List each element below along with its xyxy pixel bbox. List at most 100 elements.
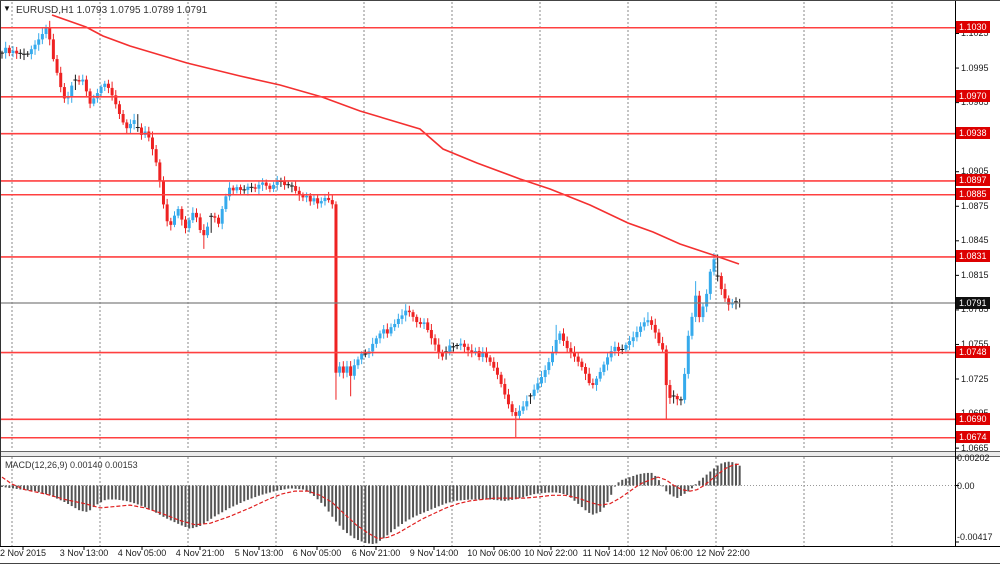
candle-body: [389, 327, 393, 334]
candle-body: [195, 212, 199, 218]
candle-body: [220, 209, 224, 224]
candle-body: [338, 366, 342, 373]
candle-body: [187, 220, 191, 229]
candle-body: [400, 315, 404, 319]
candle-body: [517, 410, 521, 416]
candle-body: [15, 50, 19, 54]
time-axis-label: 12 Nov 06:00: [639, 548, 693, 558]
trend-line: [51, 14, 740, 265]
candle-body: [690, 316, 694, 336]
candle-body: [407, 310, 411, 313]
candle-body: [139, 127, 143, 135]
candle-body: [132, 120, 136, 124]
symbol-dropdown-icon[interactable]: ▼: [3, 4, 11, 13]
candle-body: [253, 187, 257, 189]
candle-body: [576, 356, 580, 362]
candle-body: [503, 383, 507, 395]
candle-body: [598, 371, 602, 379]
candle-body: [176, 209, 180, 216]
candle-body: [92, 98, 96, 104]
candle-body: [459, 343, 463, 346]
candle-body: [228, 187, 232, 197]
time-axis-label: 6 Nov 21:00: [351, 548, 401, 558]
time-axis-label: 4 Nov 21:00: [175, 548, 225, 558]
candle-body: [584, 367, 588, 374]
price-tick-label: 1.0995: [961, 62, 989, 73]
candle-body: [154, 149, 158, 163]
macd-axis-label: -0.00417: [957, 532, 993, 542]
candle-body: [470, 350, 474, 354]
candle-body: [184, 219, 187, 229]
candle-body: [283, 181, 287, 186]
candle-body: [261, 182, 265, 185]
candle-body: [521, 406, 525, 411]
time-axis-label: 5 Nov 13:00: [234, 548, 284, 558]
candle-body: [99, 86, 103, 94]
candle-body: [128, 123, 132, 129]
candle-body: [349, 366, 353, 376]
candle-body: [404, 310, 408, 316]
macd-axis-label: 0.00: [957, 480, 975, 491]
candle-body: [246, 186, 250, 190]
candle-body: [371, 343, 375, 352]
time-axis-label: 10 Nov 22:00: [524, 548, 578, 558]
candle-body: [613, 346, 617, 352]
candle-body: [191, 212, 195, 221]
candle-body: [525, 401, 529, 407]
candle-body: [543, 370, 547, 378]
candle-body: [217, 217, 221, 224]
candle-body: [554, 339, 558, 352]
candle-body: [551, 351, 554, 363]
candle-body: [712, 259, 716, 272]
candle-body: [631, 337, 635, 342]
candle-body: [639, 326, 643, 332]
candle-body: [231, 187, 235, 191]
candle-body: [4, 47, 8, 54]
candle-body: [642, 322, 646, 327]
candle-body: [462, 343, 466, 347]
candle-body: [440, 353, 444, 357]
candle-body: [29, 49, 33, 55]
candle-body: [121, 113, 125, 123]
macd-axis-label: 0.00202: [957, 453, 990, 463]
sr-price-label: 1.0970: [956, 90, 990, 103]
candle-body: [686, 335, 690, 374]
candle-body: [356, 359, 360, 366]
candle-body: [624, 344, 628, 350]
candle-body: [198, 217, 202, 231]
candle-body: [635, 331, 639, 338]
candle-body: [705, 293, 709, 307]
price-tick-label: 1.0875: [961, 200, 989, 211]
candle-body: [312, 198, 316, 202]
candle-body: [657, 332, 661, 344]
candle-body: [683, 373, 687, 400]
candle-body: [301, 195, 305, 198]
candle-body: [433, 338, 437, 345]
sr-price-label: 1.0674: [956, 431, 990, 444]
time-axis-label: 12 Nov 22:00: [696, 548, 750, 558]
candle-body: [33, 44, 37, 50]
candle-body: [646, 320, 650, 323]
candle-body: [422, 322, 426, 325]
macd-indicator-label: MACD(12,26,9) 0.00140 0.00153: [5, 460, 138, 470]
candle-body: [319, 201, 323, 204]
candle-body: [330, 200, 334, 205]
time-axis-label: 2 Nov 2015: [0, 548, 47, 558]
candle-body: [628, 341, 632, 345]
candle-body: [668, 385, 672, 398]
time-axis-label: 3 Nov 13:00: [59, 548, 109, 558]
candle-body: [484, 352, 488, 358]
time-axis-label: 10 Nov 06:00: [467, 548, 521, 558]
candle-body: [103, 83, 107, 87]
candle-body: [719, 276, 723, 290]
candle-body: [532, 389, 536, 396]
candle-body: [40, 34, 44, 40]
candle-body: [62, 87, 66, 99]
candle-body: [180, 209, 184, 220]
candle-body: [539, 377, 543, 384]
candle-body: [602, 364, 606, 372]
candle-body: [650, 320, 654, 325]
candle-body: [514, 412, 518, 416]
candle-body: [158, 162, 162, 182]
